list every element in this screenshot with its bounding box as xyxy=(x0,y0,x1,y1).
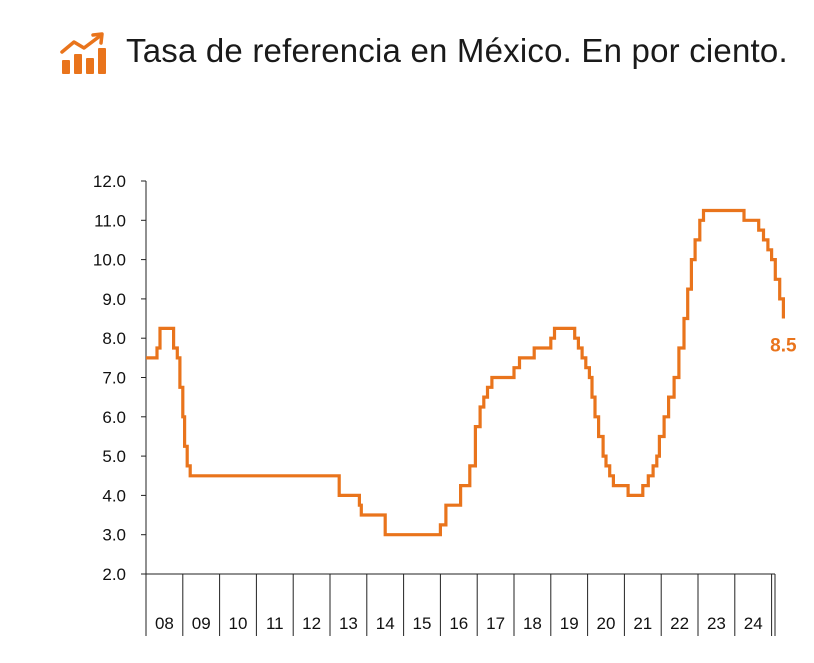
y-tick-label: 2.0 xyxy=(102,565,126,584)
rising-bar-chart-icon xyxy=(60,32,106,74)
x-tick-label: 19 xyxy=(560,614,579,633)
x-tick-label: 09 xyxy=(192,614,211,633)
x-tick-label: 16 xyxy=(449,614,468,633)
y-tick-label: 11.0 xyxy=(94,211,126,230)
y-tick-label: 10.0 xyxy=(93,251,126,270)
x-tick-label: 17 xyxy=(486,614,505,633)
x-tick-label: 24 xyxy=(744,614,763,633)
x-tick-label: 15 xyxy=(413,614,432,633)
x-tick-label: 20 xyxy=(597,614,616,633)
x-tick-label: 23 xyxy=(707,614,726,633)
x-tick-label: 22 xyxy=(670,614,689,633)
series-layer: 8.5 xyxy=(146,208,797,537)
x-tick-label: 21 xyxy=(633,614,652,633)
x-tick-label: 11 xyxy=(266,614,284,633)
series-line-0 xyxy=(146,208,785,537)
y-tick-label: 8.0 xyxy=(102,329,126,348)
y-tick-label: 7.0 xyxy=(102,369,126,388)
x-tick-label: 10 xyxy=(229,614,248,633)
chart-title: Tasa de referencia en México. En por cie… xyxy=(126,32,788,69)
x-tick-label: 12 xyxy=(302,614,321,633)
x-tick-label: 08 xyxy=(155,614,174,633)
end-value-label: 8.5 xyxy=(770,336,797,357)
y-tick-label: 5.0 xyxy=(102,447,126,466)
y-tick-label: 12.0 xyxy=(93,172,126,191)
x-tick-label: 18 xyxy=(523,614,542,633)
x-tick-label: 14 xyxy=(376,614,395,633)
x-axis: 08 09 10 11 12 13 14 15 16 17 18 19 20 21 22 23 24 xyxy=(145,573,776,636)
y-tick-label: 4.0 xyxy=(102,486,126,505)
y-tick-label: 9.0 xyxy=(102,290,126,309)
y-axis: 12.0 11.0 10.0 9.0 8.0 7.0 6.0 5.0 4.0 3.0 2.0 xyxy=(93,172,147,584)
y-tick-label: 3.0 xyxy=(102,526,126,545)
x-tick-label: 13 xyxy=(339,614,358,633)
y-tick-label: 6.0 xyxy=(102,408,126,427)
